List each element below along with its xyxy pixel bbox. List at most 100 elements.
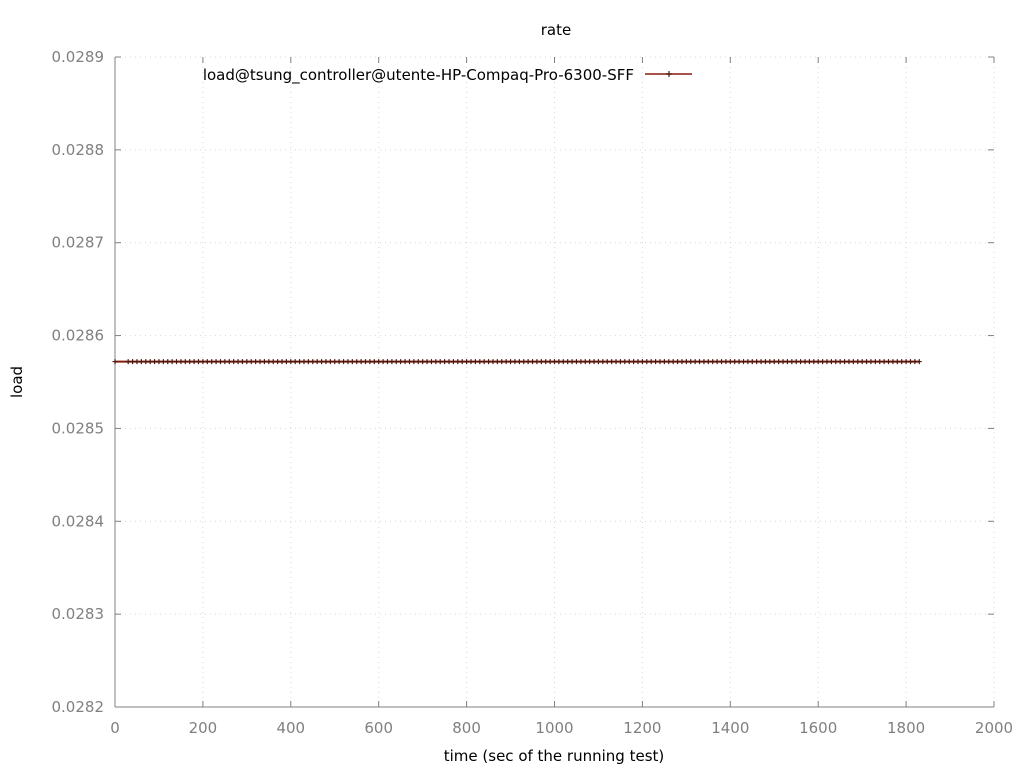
- data-point: [516, 359, 522, 365]
- data-point: [644, 359, 650, 365]
- x-tick-label: 1600: [799, 719, 837, 737]
- data-point: [530, 359, 536, 365]
- legend-label: load@tsung_controller@utente-HP-Compaq-P…: [203, 66, 634, 85]
- data-point: [130, 359, 136, 365]
- data-point: [793, 359, 799, 365]
- data-point: [464, 359, 470, 365]
- data-point: [675, 359, 681, 365]
- y-tick-label: 0.0288: [52, 141, 105, 159]
- data-point: [459, 359, 465, 365]
- data-point: [635, 359, 641, 365]
- data-point: [389, 359, 395, 365]
- data-point: [771, 359, 777, 365]
- data-point: [279, 359, 285, 365]
- data-point: [776, 359, 782, 365]
- data-point: [209, 359, 215, 365]
- x-tick-label: 400: [276, 719, 305, 737]
- data-point: [855, 359, 861, 365]
- data-point: [406, 359, 412, 365]
- data-point: [868, 359, 874, 365]
- data-point: [323, 359, 329, 365]
- data-point: [754, 359, 760, 365]
- data-point: [134, 359, 140, 365]
- data-point: [736, 359, 742, 365]
- data-point: [244, 359, 250, 365]
- data-point: [850, 359, 856, 365]
- data-point: [125, 359, 131, 365]
- data-point: [789, 359, 795, 365]
- x-axis-ticks: 0 200 400 600 800 1000 1200 1400 1600 1800 2000: [110, 57, 1013, 737]
- data-point: [565, 359, 571, 365]
- data-point: [187, 359, 193, 365]
- data-point: [600, 359, 606, 365]
- data-point: [424, 359, 430, 365]
- legend: load@tsung_controller@utente-HP-Compaq-P…: [203, 66, 692, 85]
- data-point: [631, 359, 637, 365]
- data-point: [138, 359, 144, 365]
- data-point: [881, 359, 887, 365]
- data-point: [697, 359, 703, 365]
- data-point: [147, 359, 153, 365]
- data-point: [297, 359, 303, 365]
- data-point: [494, 359, 500, 365]
- x-tick-label: 2000: [975, 719, 1013, 737]
- data-point: [846, 359, 852, 365]
- data-point: [617, 359, 623, 365]
- data-point: [653, 359, 659, 365]
- data-point: [428, 359, 434, 365]
- y-axis-ticks: 0.0282 0.0283 0.0284 0.0285 0.0286 0.0287 0.02…: [52, 48, 994, 716]
- data-point: [811, 359, 817, 365]
- data-point: [363, 359, 369, 365]
- data-point: [156, 359, 162, 365]
- data-point: [301, 359, 307, 365]
- data-point: [222, 359, 228, 365]
- data-point: [314, 359, 320, 365]
- data-point: [907, 359, 913, 365]
- data-point: [345, 359, 351, 365]
- data-point: [490, 359, 496, 365]
- data-point: [380, 359, 386, 365]
- data-point: [508, 359, 514, 365]
- data-point: [239, 359, 245, 365]
- data-point: [182, 359, 188, 365]
- data-point: [160, 359, 166, 365]
- data-point: [534, 359, 540, 365]
- x-tick-label: 0: [110, 719, 120, 737]
- y-tick-label: 0.0283: [52, 605, 105, 623]
- data-point: [784, 359, 790, 365]
- data-point: [512, 359, 518, 365]
- data-point: [802, 359, 808, 365]
- data-point: [749, 359, 755, 365]
- x-tick-label: 200: [189, 719, 218, 737]
- data-point: [626, 359, 632, 365]
- data-point: [319, 359, 325, 365]
- data-point: [499, 359, 505, 365]
- data-point: [552, 359, 557, 365]
- data-point: [477, 359, 483, 365]
- data-point: [384, 359, 390, 365]
- data-point: [670, 359, 676, 365]
- data-point: [292, 359, 298, 365]
- data-point: [886, 359, 892, 365]
- data-point: [354, 359, 360, 365]
- data-point: [661, 359, 667, 365]
- data-point: [820, 359, 826, 365]
- data-point: [683, 359, 689, 365]
- y-tick-label: 0.0287: [52, 234, 105, 252]
- x-tick-label: 1000: [535, 719, 573, 737]
- data-point: [828, 359, 834, 365]
- data-point: [543, 359, 549, 365]
- data-point: [903, 359, 909, 365]
- data-point: [327, 359, 333, 365]
- data-point: [547, 359, 553, 365]
- y-tick-label: 0.0286: [52, 327, 105, 345]
- data-point: [591, 359, 597, 365]
- x-tick-label: 600: [364, 719, 393, 737]
- data-point: [196, 359, 202, 365]
- data-point: [710, 359, 716, 365]
- data-point: [349, 359, 355, 365]
- x-tick-label: 800: [452, 719, 481, 737]
- data-point: [178, 359, 184, 365]
- y-tick-label: 0.0289: [52, 48, 105, 66]
